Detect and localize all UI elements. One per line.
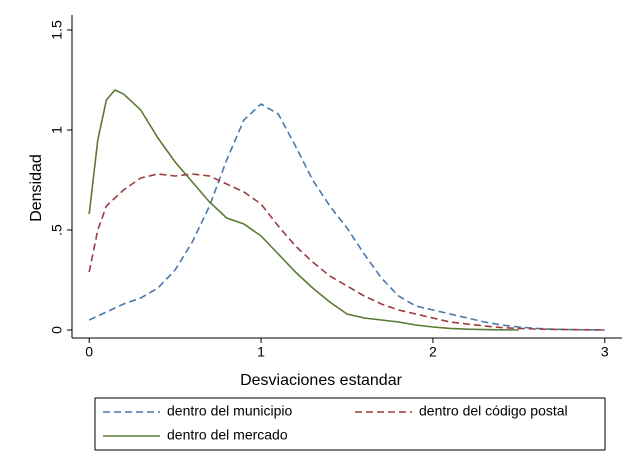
y-tick-label: 0 [49, 326, 65, 334]
y-tick-label: 1.5 [49, 20, 65, 40]
legend-label: dentro del código postal [419, 403, 568, 419]
series-line [88, 89, 519, 331]
x-tick-label: 1 [257, 344, 265, 360]
y-axis-title: Densidad [28, 154, 45, 222]
legend-label: dentro del mercado [167, 427, 288, 443]
series-line [88, 173, 605, 331]
x-tick-label: 0 [85, 344, 93, 360]
legend-label: dentro del municipio [167, 403, 293, 419]
y-tick-label: 1 [49, 126, 65, 134]
y-tick-label: .5 [49, 224, 65, 236]
x-tick-label: 2 [429, 344, 437, 360]
legend-box [94, 397, 606, 451]
x-axis-title: Desviaciones estandar [240, 372, 403, 389]
x-tick-label: 3 [601, 344, 609, 360]
